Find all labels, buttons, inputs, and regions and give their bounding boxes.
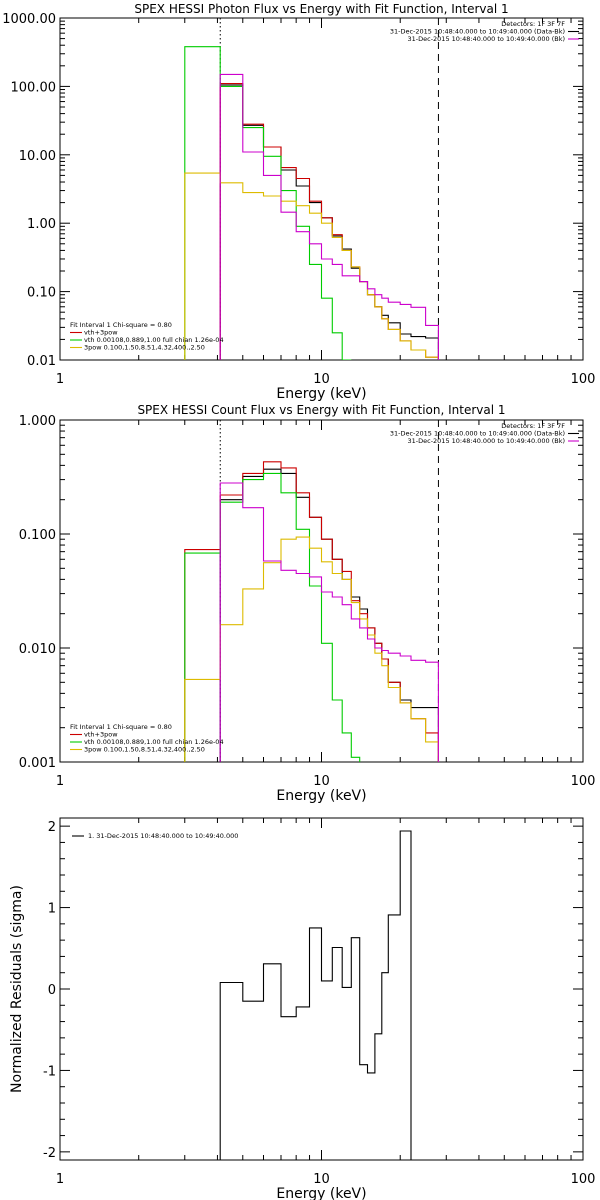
- count-series-3-step-line: [184, 536, 439, 762]
- photon-x-tick-label: 10: [313, 372, 330, 387]
- photon-title: SPEX HESSI Photon Flux vs Energy with Fi…: [134, 2, 508, 16]
- photon-series: [184, 46, 439, 360]
- count-title: SPEX HESSI Count Flux vs Energy with Fit…: [137, 403, 505, 417]
- photon-series-0-step-line: [219, 84, 439, 360]
- photon-top-legend-line: Detectors: 1F 3F 7F: [501, 20, 565, 28]
- photon-y-ticks: [60, 17, 583, 361]
- photon-series-4-step-line: [219, 73, 439, 360]
- photon-x-axis-label: Energy (keV): [276, 386, 366, 402]
- count-top-legend-line: 31-Dec-2015 10:48:40.000 to 10:49:40.000…: [390, 430, 565, 438]
- count-x-tick-label: 10: [313, 774, 330, 789]
- photon-series-2-step-line: [184, 46, 352, 360]
- photon-y-tick-label: 0.01: [27, 354, 56, 369]
- count-fit-legend-line: vth 0.00108,0.889,1.00 full chian 1.26e-…: [84, 738, 224, 746]
- residuals-legend-text: 1. 31-Dec-2015 10:48:40.000 to 10:49:40.…: [88, 832, 238, 840]
- residuals-series-0-step-line: [219, 830, 439, 1160]
- count-fit-legend-line: vth+3pow: [84, 731, 118, 739]
- photon-x-tick-label: 1: [56, 372, 64, 387]
- count-series-0-step-line: [219, 468, 439, 762]
- residuals-plot-frame: [59, 817, 584, 1161]
- residuals-x-tick-label: 10: [313, 1172, 330, 1187]
- count-fit-legend-line: Fit Interval 1 Chi-square = 0.80: [70, 723, 172, 731]
- photon-y-tick-label: 0.10: [27, 286, 56, 301]
- residuals-y-tick-label: 2: [48, 820, 56, 835]
- count-y-ticks: [60, 419, 583, 763]
- photon-x-tick-label: 100: [571, 372, 596, 387]
- count-top-legend-line: Detectors: 1F 3F 7F: [501, 422, 565, 430]
- residuals-y-tick-label: 1: [48, 902, 56, 917]
- residuals-y-tick-label: 0: [48, 983, 56, 998]
- residuals-y-ticks: [60, 825, 583, 1153]
- count-series-2-step-line: [184, 472, 361, 762]
- photon-fit-legend-line: vth+3pow: [84, 329, 118, 337]
- photon-plot-frame: [59, 17, 584, 361]
- photon-top-legend-line: 31-Dec-2015 10:48:40.000 to 10:49:40.000…: [390, 28, 565, 36]
- count-x-tick-label: 100: [571, 774, 596, 789]
- count-x-tick-label: 1: [56, 774, 64, 789]
- photon-y-tick-label: 100.00: [11, 80, 57, 95]
- photon-y-tick-label: 1000.00: [2, 12, 56, 27]
- count-series-1-step-line: [184, 461, 439, 762]
- residuals-x-tick-label: 1: [56, 1172, 64, 1187]
- photon-chart: SPEX HESSI Photon Flux vs Energy with Fi…: [2, 2, 595, 402]
- photon-fit-legend-line: vth 0.00108,0.889,1.00 full chian 1.26e-…: [84, 336, 224, 344]
- residuals-y-axis-label: Normalized Residuals (sigma): [9, 885, 25, 1093]
- residuals-x-axis-label: Energy (keV): [276, 1186, 366, 1200]
- photon-top-legend-line: 31-Dec-2015 10:48:40.000 to 10:49:40.000…: [408, 35, 566, 43]
- residuals-y-tick-label: -1: [43, 1064, 56, 1079]
- photon-fit-legend-line: 3pow 0.100,1.50,8.51,4.32,400.,2.50: [84, 344, 205, 352]
- count-chart: SPEX HESSI Count Flux vs Energy with Fit…: [19, 403, 596, 804]
- residuals-x-ticks: [59, 818, 584, 1160]
- count-y-tick-label: 1.000: [19, 414, 56, 429]
- count-top-legend-line: 31-Dec-2015 10:48:40.000 to 10:49:40.000…: [408, 437, 566, 445]
- residuals-x-tick-label: 100: [571, 1172, 596, 1187]
- residuals-series: [219, 830, 439, 1160]
- count-y-tick-label: 0.001: [19, 756, 56, 771]
- photon-y-tick-label: 1.00: [27, 217, 56, 232]
- count-y-tick-label: 0.100: [19, 528, 56, 543]
- count-y-tick-label: 0.010: [19, 642, 56, 657]
- photon-fit-legend-line: Fit Interval 1 Chi-square = 0.80: [70, 321, 172, 329]
- count-fit-legend-line: 3pow 0.100,1.50,8.51,4.32,400.,2.50: [84, 746, 205, 754]
- count-x-axis-label: Energy (keV): [276, 788, 366, 804]
- count-series: [184, 461, 439, 762]
- count-series-4-step-line: [219, 482, 439, 762]
- photon-series-3-step-line: [184, 172, 439, 360]
- photon-y-tick-label: 10.00: [19, 149, 56, 164]
- residuals-y-tick-label: -2: [43, 1146, 56, 1161]
- photon-x-ticks: [59, 18, 584, 360]
